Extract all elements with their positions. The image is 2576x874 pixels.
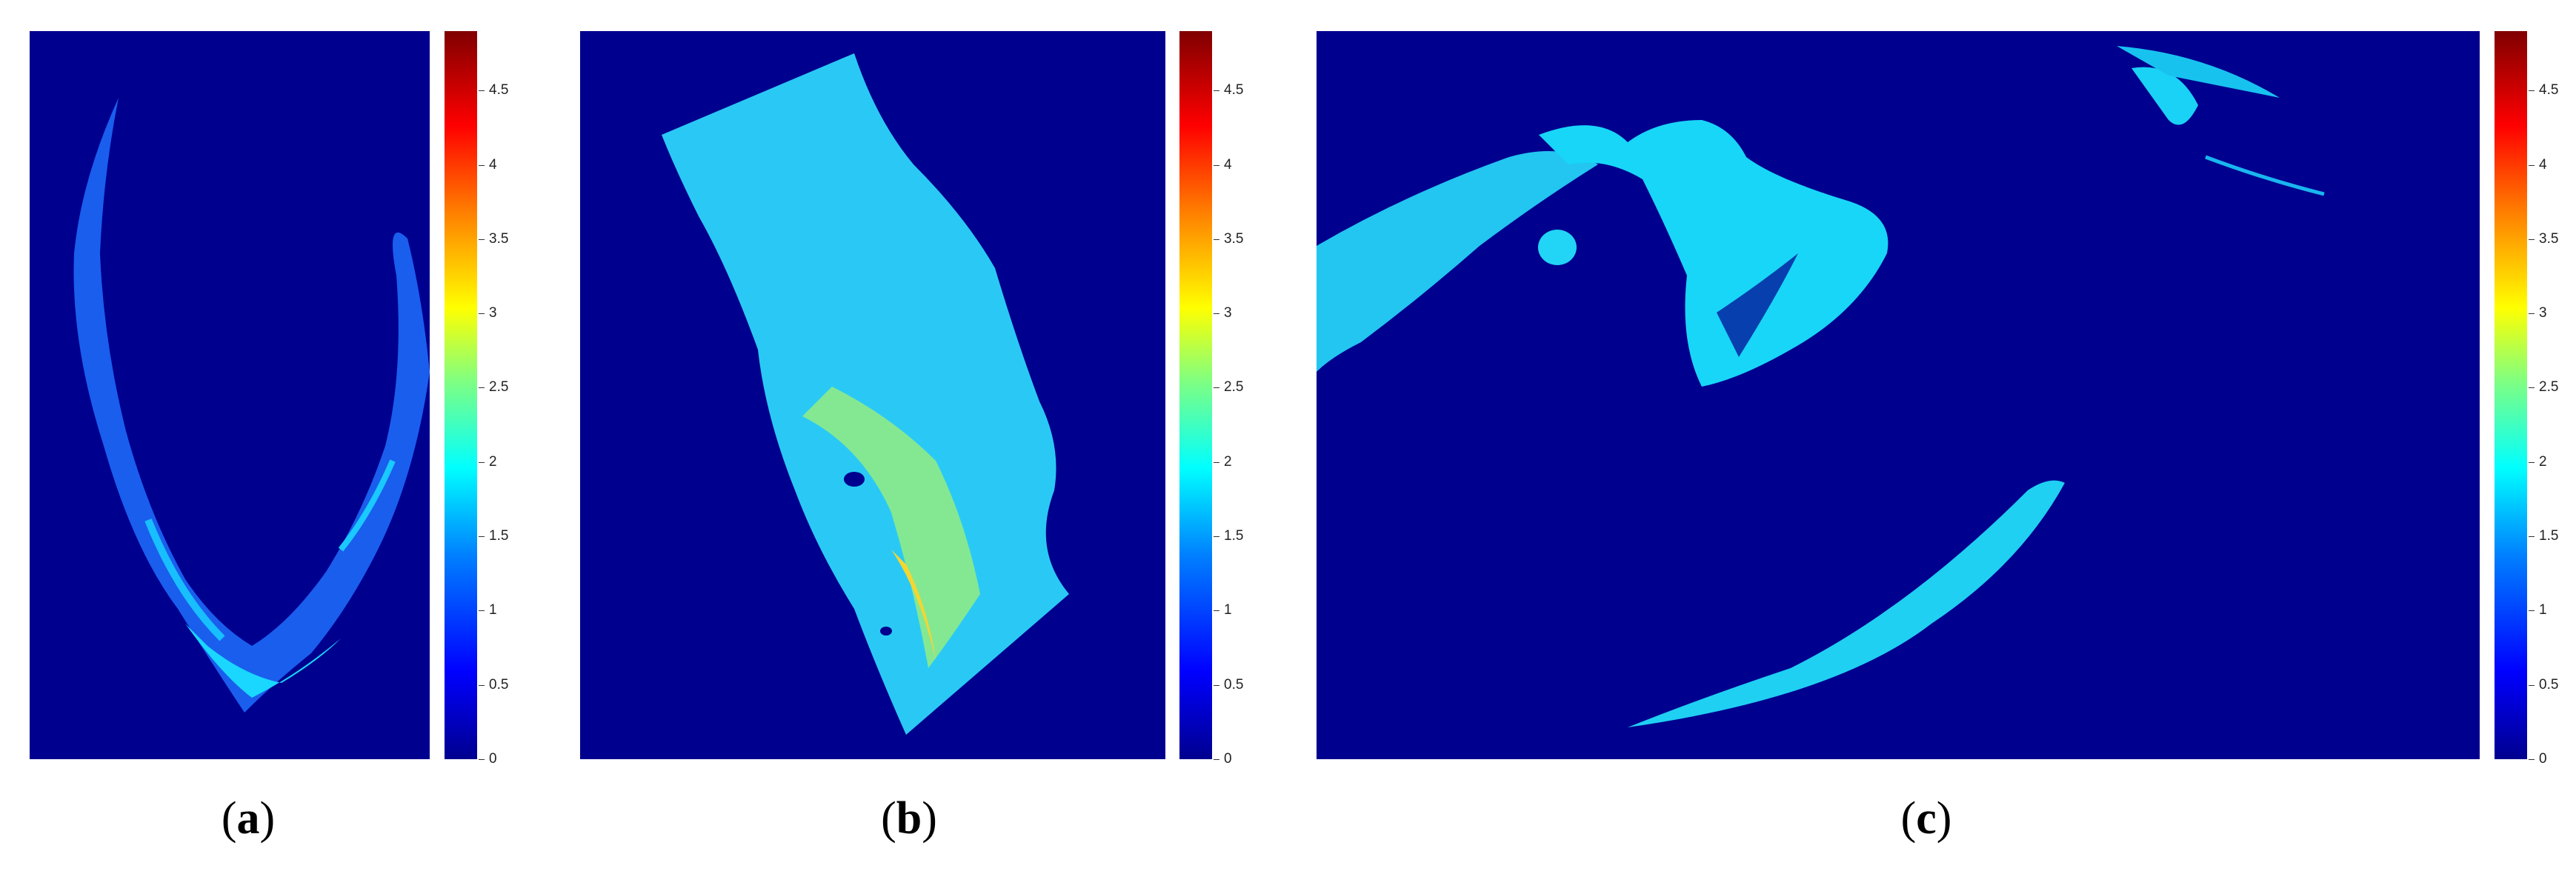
- colorbar-c: [2495, 31, 2527, 759]
- colorbar-tick-label: 3.5: [478, 230, 509, 247]
- colorbar-tick-label: 4.5: [2528, 82, 2559, 99]
- panel-label-c: (c): [1900, 793, 1952, 844]
- colorbar-tick-label: 3.5: [2528, 230, 2559, 247]
- map-b-landmass: [662, 53, 1069, 735]
- colorbar-tick-label: 2: [2529, 453, 2547, 470]
- colorbar-b: [1179, 31, 1212, 759]
- colorbar-tick-label: 4: [2529, 156, 2547, 173]
- map-panel-a: [30, 31, 430, 759]
- map-a-landmass: [73, 98, 430, 713]
- colorbar-tick-label: 1: [2529, 602, 2547, 618]
- colorbar-tick-label: 2: [479, 453, 497, 470]
- colorbar-tick-label: 0: [479, 751, 497, 767]
- map-c-landmass: [1317, 46, 2325, 727]
- colorbar-tick-label: 1: [1214, 602, 1232, 618]
- colorbar-tick-label: 1.5: [478, 528, 509, 544]
- colorbar-tick-label: 3: [479, 305, 497, 321]
- colorbar-c-ticks: 0 0.5 1 1.5 2 2.5 3 3.5 4 4.5: [2528, 31, 2576, 767]
- colorbar-tick-label: 0.5: [2528, 676, 2559, 693]
- colorbar-tick-label: 2.5: [1213, 379, 1244, 396]
- colorbar-tick-label: 2: [1214, 453, 1232, 470]
- colorbar-tick-label: 3.5: [1213, 230, 1244, 247]
- colorbar-tick-label: 0: [1214, 751, 1232, 767]
- colorbar-tick-label: 3: [1214, 305, 1232, 321]
- colorbar-tick-label: 4.5: [478, 82, 509, 99]
- colorbar-tick-label: 1.5: [2528, 528, 2559, 544]
- colorbar-tick-label: 3: [2529, 305, 2547, 321]
- colorbar-tick-label: 0.5: [478, 676, 509, 693]
- colorbar-tick-label: 0.5: [1213, 676, 1244, 693]
- map-panel-c: [1317, 31, 2480, 759]
- map-panel-b: [580, 31, 1165, 759]
- colorbar-tick-label: 4: [479, 156, 497, 173]
- colorbar-a: [445, 31, 477, 759]
- colorbar-b-ticks: 0 0.5 1 1.5 2 2.5 3 3.5 4 4.5: [1213, 31, 1276, 767]
- colorbar-tick-label: 2.5: [2528, 379, 2559, 396]
- colorbar-tick-label: 4: [1214, 156, 1232, 173]
- panel-label-a: (a): [221, 793, 276, 844]
- colorbar-tick-label: 2.5: [478, 379, 509, 396]
- colorbar-tick-label: 1: [479, 602, 497, 618]
- colorbar-tick-label: 1.5: [1213, 528, 1244, 544]
- colorbar-tick-label: 4.5: [1213, 82, 1244, 99]
- colorbar-a-ticks: 0 0.5 1 1.5 2 2.5 3 3.5 4 4.5: [478, 31, 541, 767]
- colorbar-tick-label: 0: [2529, 751, 2547, 767]
- panel-label-b: (b): [881, 793, 937, 844]
